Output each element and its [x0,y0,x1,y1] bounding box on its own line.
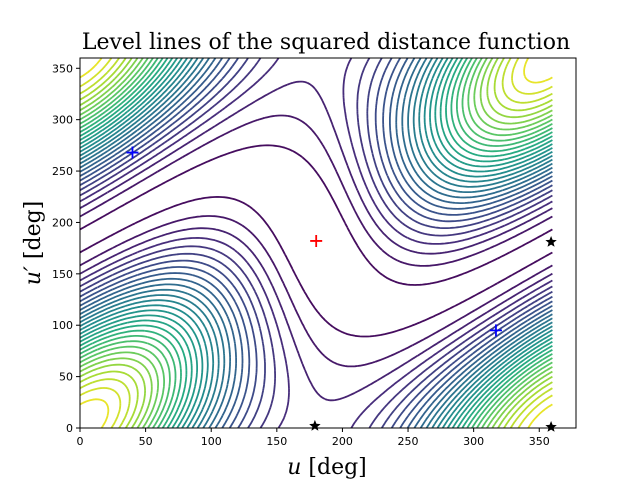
y-tick-label: 0 [66,422,73,435]
contour-level [80,58,553,428]
x-tick-label: 150 [266,435,287,448]
contour-level [80,58,553,428]
contour-level [80,58,553,428]
saddle-marker [545,236,557,247]
contour-level [80,58,553,428]
contour-level [80,58,553,428]
contour-level [80,58,553,428]
minimum-marker [489,324,502,337]
x-axis-label: u [deg] [287,455,367,480]
contour-level [80,58,553,428]
plot-frame [79,57,577,429]
contour-level [80,58,553,428]
y-tick-label: 350 [52,62,73,75]
point-markers [126,146,557,432]
chart-title: Level lines of the squared distance func… [82,30,570,55]
y-tick-label: 300 [52,114,73,127]
x-tick-label: 300 [463,435,484,448]
contour-level [80,58,553,428]
x-tick-label: 50 [139,435,153,448]
y-tick-label: 150 [52,268,73,281]
contour-lines [80,58,553,428]
x-tick-label: 200 [332,435,353,448]
x-tick-label: 100 [201,435,222,448]
x-axis-unit: [deg] [301,455,366,480]
x-axis-variable: u [287,455,301,480]
contour-level [80,58,553,428]
minimum-marker [126,146,139,159]
contour-level [80,58,553,428]
y-axis-ticks: 0 50 100 150 200 250 300 350 [52,62,80,435]
saddle-marker [545,421,557,432]
y-axis-unit: [deg] [21,201,46,266]
y-axis-label: u′ [deg] [21,201,46,286]
y-tick-label: 100 [52,319,73,332]
x-axis-ticks: 0 50 100 150 200 250 300 350 [77,428,550,448]
x-tick-label: 0 [77,435,84,448]
contour-level [80,80,553,402]
y-tick-label: 50 [59,371,73,384]
y-tick-label: 200 [52,216,73,229]
y-tick-label: 250 [52,165,73,178]
saddle-marker [309,419,321,431]
contour-level [80,58,553,428]
contour-level [80,58,553,428]
contour-level [80,58,553,428]
x-tick-label: 250 [398,435,419,448]
y-axis-variable: u′ [21,266,46,285]
maximum-marker [310,234,323,247]
contour-level [80,144,553,338]
contour-level [80,114,553,368]
x-tick-label: 350 [529,435,550,448]
contour-level [80,58,553,428]
contour-level [80,58,553,428]
